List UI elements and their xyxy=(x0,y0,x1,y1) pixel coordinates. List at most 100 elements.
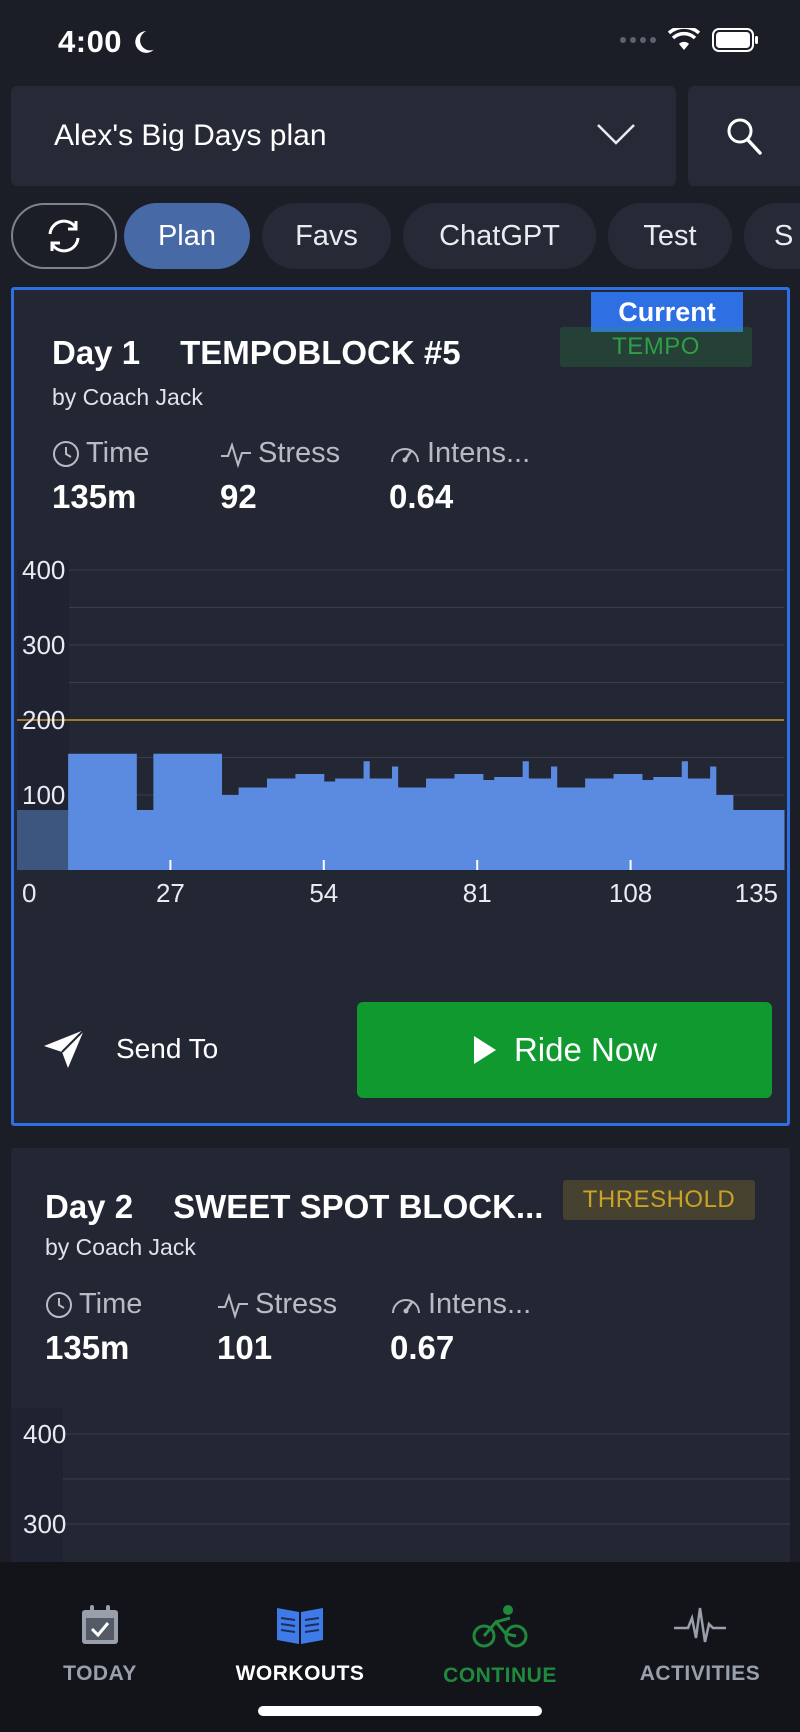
tab-test[interactable]: Test xyxy=(608,203,732,269)
day-label: Day 2 xyxy=(45,1188,134,1225)
calendar-icon xyxy=(82,1605,118,1644)
battery-icon xyxy=(712,28,758,52)
status-bar: 4:00 xyxy=(0,0,800,84)
workout-author: by Coach Jack xyxy=(52,384,203,410)
power-segment xyxy=(136,810,154,870)
power-segment xyxy=(153,753,223,870)
power-segment xyxy=(641,780,654,870)
workout-card-day-2[interactable]: THRESHOLD Day 2 SWEET SPOT BLOCK... by Co… xyxy=(11,1148,790,1568)
metric-time: Time 135m xyxy=(45,1288,142,1367)
cellular-signal-icon xyxy=(620,37,656,43)
cyclist-icon xyxy=(472,1605,528,1648)
metric-value: 135m xyxy=(45,1329,130,1366)
power-segment xyxy=(363,761,370,870)
ride-now-button[interactable]: Ride Now xyxy=(357,1002,772,1098)
pulse-icon xyxy=(221,441,251,468)
metric-stress: Stress 101 xyxy=(217,1288,337,1367)
refresh-icon xyxy=(48,219,80,253)
tab-chatgpt[interactable]: ChatGPT xyxy=(403,203,596,269)
power-segment xyxy=(551,766,558,870)
pulse-icon xyxy=(218,1292,248,1319)
book-icon xyxy=(277,1608,323,1644)
power-segment xyxy=(397,787,427,870)
power-segment xyxy=(68,753,137,870)
chart-left-strip xyxy=(11,1408,63,1568)
plan-selector-dropdown[interactable]: Alex's Big Days plan xyxy=(11,86,676,186)
tab-favs[interactable]: Favs xyxy=(262,203,391,269)
x-tick-label: 0 xyxy=(22,878,36,908)
workout-card-day-1[interactable]: Current TEMPO Day 1 TEMPOBLOCK #5 by Coac… xyxy=(11,287,790,1126)
y-tick-label: 200 xyxy=(22,705,65,735)
y-tick-label: 100 xyxy=(22,780,65,810)
status-time: 4:00 xyxy=(58,24,156,60)
clock-icon xyxy=(46,1291,72,1318)
metric-intensity: Intens... 0.64 xyxy=(389,437,530,516)
nav-label: ACTIVITIES xyxy=(639,1662,761,1685)
activity-pulse-icon xyxy=(674,1607,726,1643)
power-segment xyxy=(522,761,529,870)
y-tick-label: 300 xyxy=(23,1509,66,1539)
nav-workouts[interactable]: WORKOUTS xyxy=(200,1604,400,1686)
tab-s[interactable]: S xyxy=(744,203,800,269)
x-tick-label: 54 xyxy=(309,878,338,908)
power-profile-chart: 400 300 xyxy=(11,1408,790,1568)
metric-value: 135m xyxy=(52,478,137,515)
clock-text: 4:00 xyxy=(58,24,123,59)
send-to-button[interactable]: Send To xyxy=(42,1028,218,1070)
power-segment xyxy=(295,774,325,870)
nav-label: WORKOUTS xyxy=(235,1662,365,1685)
gauge-icon xyxy=(391,447,419,462)
moon-icon xyxy=(135,31,154,53)
y-tick-label: 300 xyxy=(22,630,65,660)
nav-label: CONTINUE xyxy=(443,1664,557,1687)
power-profile-chart: 400 300 200 100 0 27 54 81 108 135 xyxy=(17,560,785,908)
power-segment xyxy=(482,780,495,870)
y-tick-label: 400 xyxy=(23,1419,66,1449)
y-tick-label: 400 xyxy=(22,560,65,585)
metric-label: Stress xyxy=(258,437,341,469)
power-segment xyxy=(494,777,524,870)
power-segment xyxy=(687,778,711,870)
nav-continue[interactable]: CONTINUE xyxy=(400,1604,600,1688)
x-tick-label: 135 xyxy=(735,878,778,908)
refresh-button[interactable] xyxy=(11,203,117,269)
nav-label: TODAY xyxy=(63,1662,137,1685)
power-segment xyxy=(454,774,484,870)
nav-activities[interactable]: ACTIVITIES xyxy=(600,1604,800,1686)
play-icon xyxy=(473,1036,496,1064)
zone-badge-tempo: TEMPO xyxy=(560,327,752,367)
wifi-icon xyxy=(668,28,700,50)
power-segment xyxy=(221,795,240,870)
bottom-navigation: TODAY WORKOUTS CONTINUE ACTIVITIES xyxy=(0,1562,800,1732)
tab-plan[interactable]: Plan xyxy=(124,203,250,269)
power-segment xyxy=(755,810,785,870)
metric-time: Time 135m xyxy=(52,437,149,516)
workout-author: by Coach Jack xyxy=(45,1234,196,1260)
metric-label: Intens... xyxy=(428,1288,532,1320)
metric-value: 92 xyxy=(220,478,257,515)
power-segment xyxy=(613,774,643,870)
power-segment xyxy=(323,781,336,870)
home-indicator xyxy=(258,1706,542,1716)
day-label: Day 1 xyxy=(52,334,141,371)
workout-title: Day 1 TEMPOBLOCK #5 xyxy=(52,334,461,372)
metric-label: Time xyxy=(86,437,150,469)
chevron-down-icon xyxy=(597,124,635,145)
power-segment xyxy=(369,778,393,870)
workout-name: SWEET SPOT BLOCK... xyxy=(173,1188,544,1225)
power-segment xyxy=(585,778,615,870)
power-segment xyxy=(715,795,734,870)
search-icon xyxy=(727,118,762,155)
filter-tabs: Plan Favs ChatGPT Test S xyxy=(11,203,800,271)
power-segment xyxy=(681,761,688,870)
power-segment xyxy=(556,787,586,870)
nav-today[interactable]: TODAY xyxy=(0,1604,200,1686)
plan-name: Alex's Big Days plan xyxy=(54,119,327,152)
metric-value: 0.64 xyxy=(389,478,454,515)
power-segment xyxy=(653,777,683,870)
search-button[interactable] xyxy=(688,86,800,186)
metric-stress: Stress 92 xyxy=(220,437,340,516)
power-segment xyxy=(266,778,296,870)
workout-title: Day 2 SWEET SPOT BLOCK... xyxy=(45,1188,543,1226)
metric-label: Stress xyxy=(255,1288,338,1320)
